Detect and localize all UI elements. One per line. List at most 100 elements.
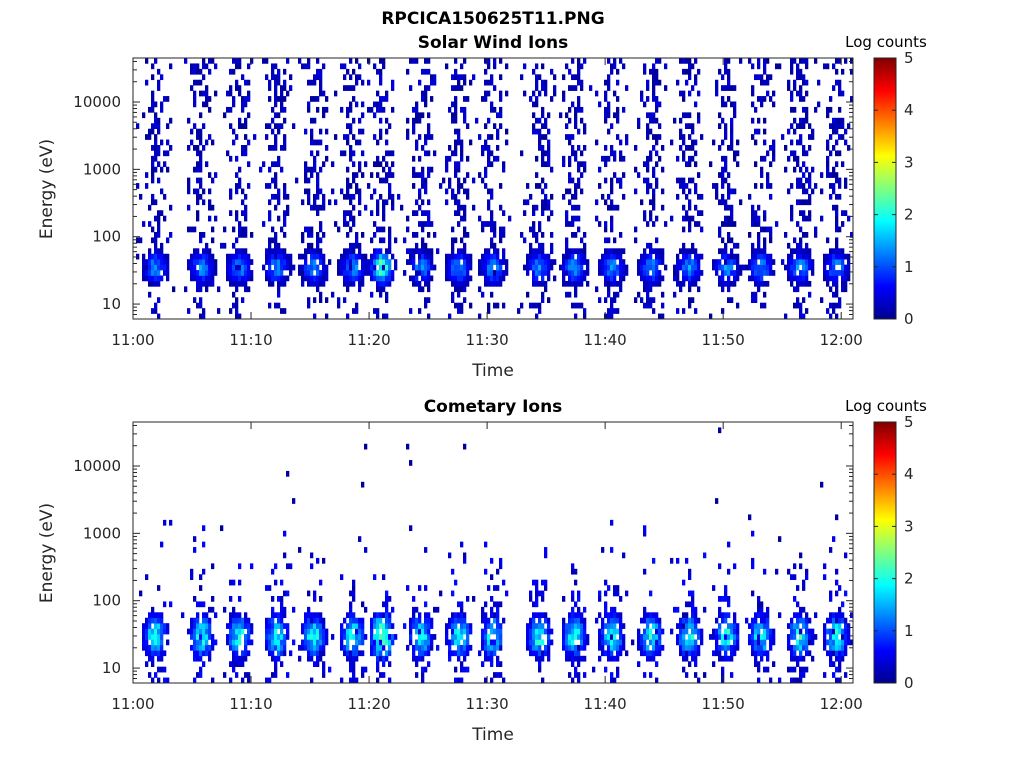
heatmap-cell: [427, 150, 431, 157]
heatmap-cell: [646, 112, 650, 119]
heatmap-cell: [646, 188, 650, 195]
heatmap-cell: [454, 112, 458, 119]
heatmap-cell: [829, 248, 833, 255]
heatmap-cell: [520, 232, 524, 238]
heatmap-cell: [376, 90, 380, 97]
heatmap-cell: [619, 232, 623, 238]
heatmap-cell: [151, 193, 155, 200]
heatmap-cell: [499, 74, 503, 81]
heatmap-cell: [694, 270, 698, 276]
heatmap-cell: [682, 612, 686, 619]
heatmap-cell: [406, 117, 410, 124]
heatmap-cell: [361, 639, 365, 646]
heatmap-cell: [388, 623, 392, 629]
heatmap-cell: [769, 74, 773, 81]
heatmap-cell: [490, 557, 494, 564]
heatmap-cell: [535, 601, 539, 608]
heatmap-cell: [463, 259, 467, 265]
heatmap-cell: [808, 145, 812, 151]
heatmap-cell: [538, 590, 542, 597]
heatmap-cell: [844, 139, 848, 146]
heatmap-cell: [265, 623, 269, 629]
heatmap-cell: [679, 128, 683, 135]
heatmap-cell: [679, 644, 683, 651]
heatmap-cell: [724, 161, 728, 168]
heatmap-cell: [688, 286, 692, 293]
heatmap-cell: [451, 85, 455, 91]
heatmap-cell: [727, 270, 731, 276]
heatmap-cell: [598, 639, 602, 646]
heatmap-cell: [604, 226, 608, 233]
heatmap-cell: [547, 199, 551, 206]
heatmap-cell: [310, 644, 314, 651]
heatmap-cell: [142, 275, 146, 282]
heatmap-cell: [490, 264, 494, 271]
heatmap-cell: [454, 210, 458, 216]
heatmap-cell: [796, 248, 800, 255]
heatmap-cell: [214, 215, 218, 222]
heatmap-cell: [415, 628, 419, 635]
heatmap-cell: [568, 106, 572, 113]
heatmap-cell: [673, 606, 677, 613]
heatmap-cell: [787, 623, 791, 629]
heatmap-cell: [643, 672, 647, 678]
heatmap-cell: [730, 264, 734, 271]
heatmap-cell: [373, 623, 377, 629]
heatmap-cell: [196, 150, 200, 157]
heatmap-cell: [694, 74, 698, 81]
heatmap-cell: [532, 248, 536, 255]
heatmap-cell: [250, 275, 254, 282]
heatmap-cell: [844, 628, 848, 635]
heatmap-cell: [499, 623, 503, 629]
heatmap-cell: [562, 96, 566, 102]
heatmap-cell: [844, 552, 848, 559]
heatmap-cell: [622, 634, 626, 640]
heatmap-cell: [334, 90, 338, 97]
heatmap-cell: [373, 248, 377, 255]
heatmap-cell: [379, 612, 383, 619]
heatmap-cell: [424, 650, 428, 657]
heatmap-cell: [325, 270, 329, 276]
heatmap-cell: [682, 259, 686, 265]
heatmap-cell: [340, 188, 344, 195]
heatmap-cell: [412, 232, 416, 238]
heatmap-cell: [424, 248, 428, 255]
heatmap-cell: [754, 215, 758, 222]
heatmap-cell: [271, 237, 275, 244]
heatmap-cell: [604, 90, 608, 97]
heatmap-cell: [352, 117, 356, 124]
heatmap-cell: [205, 650, 209, 657]
heatmap-cell: [232, 291, 236, 298]
heatmap-cell: [244, 134, 248, 140]
heatmap-cell: [316, 106, 320, 113]
heatmap-cell: [727, 264, 731, 271]
heatmap-cell: [739, 58, 743, 64]
heatmap-cell: [613, 63, 617, 70]
heatmap-cell: [145, 183, 149, 189]
heatmap-cell: [202, 280, 206, 287]
heatmap-cell: [652, 172, 656, 178]
heatmap-cell: [196, 623, 200, 629]
heatmap-cell: [610, 177, 614, 184]
heatmap-cell: [193, 188, 197, 195]
heatmap-cell: [208, 68, 212, 75]
heatmap-cell: [139, 237, 143, 244]
heatmap-cell: [343, 210, 347, 216]
heatmap-cell: [469, 139, 473, 146]
heatmap-cell: [463, 557, 467, 564]
heatmap-cell: [523, 199, 527, 206]
heatmap-cell: [244, 232, 248, 238]
heatmap-cell: [424, 601, 428, 608]
heatmap-cell: [772, 634, 776, 640]
heatmap-cell: [160, 253, 164, 260]
heatmap-cell: [580, 237, 584, 244]
heatmap-cell: [835, 286, 839, 293]
heatmap-cell: [586, 259, 590, 265]
heatmap-cell: [418, 248, 422, 255]
heatmap-cell: [157, 177, 161, 184]
heatmap-cell: [547, 259, 551, 265]
heatmap-cell: [571, 204, 575, 211]
heatmap-cell: [487, 145, 491, 151]
heatmap-cell: [289, 650, 293, 657]
heatmap-cell: [811, 166, 815, 173]
